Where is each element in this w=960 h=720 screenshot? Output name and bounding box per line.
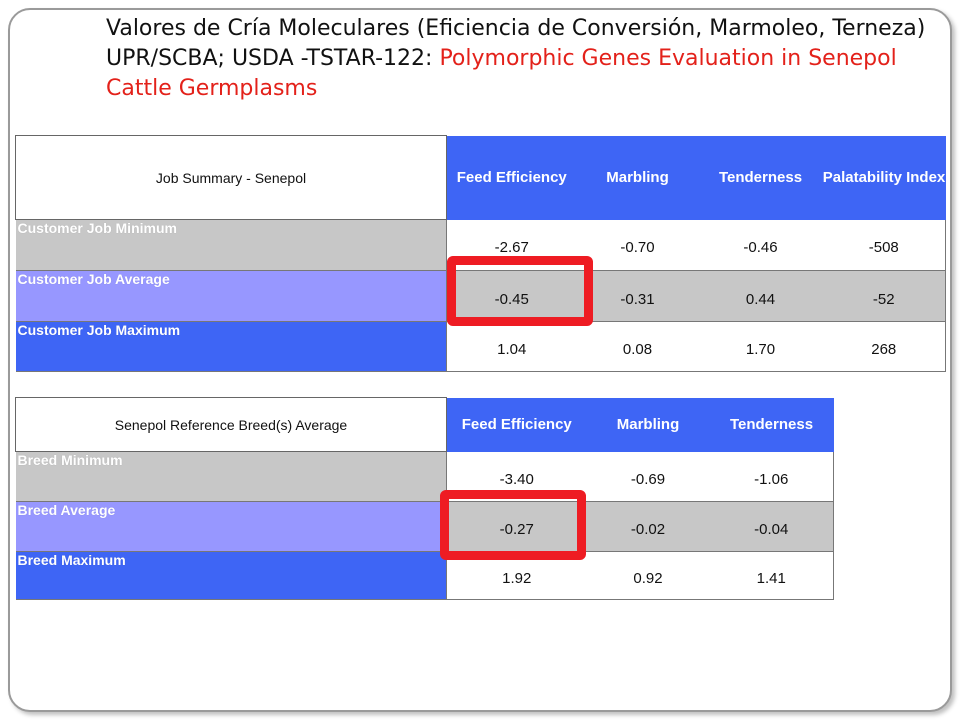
table-row: Customer Job Maximum 1.04 0.08 1.70 268 [15,321,946,372]
slide-title: Valores de Cría Moleculares (Eficiencia … [106,14,926,104]
job-summary-table: Job Summary - Senepol Feed Efficiency Ma… [15,135,946,372]
breed-header-label: Senepol Reference Breed(s) Average [15,397,447,452]
row-label-breed-minimum: Breed Minimum [15,451,447,502]
table-cell: 0.44 [698,270,823,322]
table-row: Breed Minimum -3.40 -0.69 -1.06 [15,451,834,502]
table-row: Breed Average -0.27 -0.02 -0.04 [15,501,834,552]
highlight-breed-average-feed-efficiency [440,490,586,560]
title-english: Polymorphic Genes Evaluation in Senepol … [106,46,897,101]
table-cell: -0.46 [698,219,823,271]
table-cell: -508 [822,219,946,271]
table-cell: -0.69 [586,451,710,502]
table-cell: -0.70 [576,219,699,271]
table-cell: -1.06 [709,451,834,502]
table-cell: 0.08 [576,321,699,372]
row-label-customer-job-average: Customer Job Average [15,270,447,322]
title-spanish: Valores de Cría Moleculares (Eficiencia … [106,16,926,71]
table-cell: -52 [822,270,946,322]
job-summary-header-label: Job Summary - Senepol [15,135,447,220]
row-label-breed-maximum: Breed Maximum [15,551,447,600]
table-cell: -0.04 [709,501,834,552]
row-label-customer-job-maximum: Customer Job Maximum [15,321,447,372]
breed-reference-table: Senepol Reference Breed(s) Average Feed … [15,397,834,600]
table-cell: -0.45 [446,270,577,322]
column-header-feed-efficiency: Feed Efficiency [446,135,577,220]
column-header-palatability-index: Palatability Index [822,135,946,220]
column-header-marbling: Marbling [576,135,699,220]
highlight-customer-average-feed-efficiency [447,256,593,326]
table-cell: 1.41 [709,551,834,600]
table-row: Customer Job Minimum -2.67 -0.70 -0.46 -… [15,219,946,271]
column-header-marbling: Marbling [586,397,710,452]
row-label-customer-job-minimum: Customer Job Minimum [15,219,447,271]
table-cell: 1.70 [698,321,823,372]
table-cell: 1.04 [446,321,577,372]
table-row: Customer Job Average -0.45 -0.31 0.44 -5… [15,270,946,322]
column-header-feed-efficiency: Feed Efficiency [446,397,587,452]
table-row: Breed Maximum 1.92 0.92 1.41 [15,551,834,600]
table-cell: -0.02 [586,501,710,552]
table-cell: -0.31 [576,270,699,322]
column-header-tenderness: Tenderness [698,135,823,220]
table-cell: 0.92 [586,551,710,600]
table-cell: -0.27 [446,501,587,552]
column-header-tenderness: Tenderness [709,397,834,452]
row-label-breed-average: Breed Average [15,501,447,552]
table-cell: 268 [822,321,946,372]
